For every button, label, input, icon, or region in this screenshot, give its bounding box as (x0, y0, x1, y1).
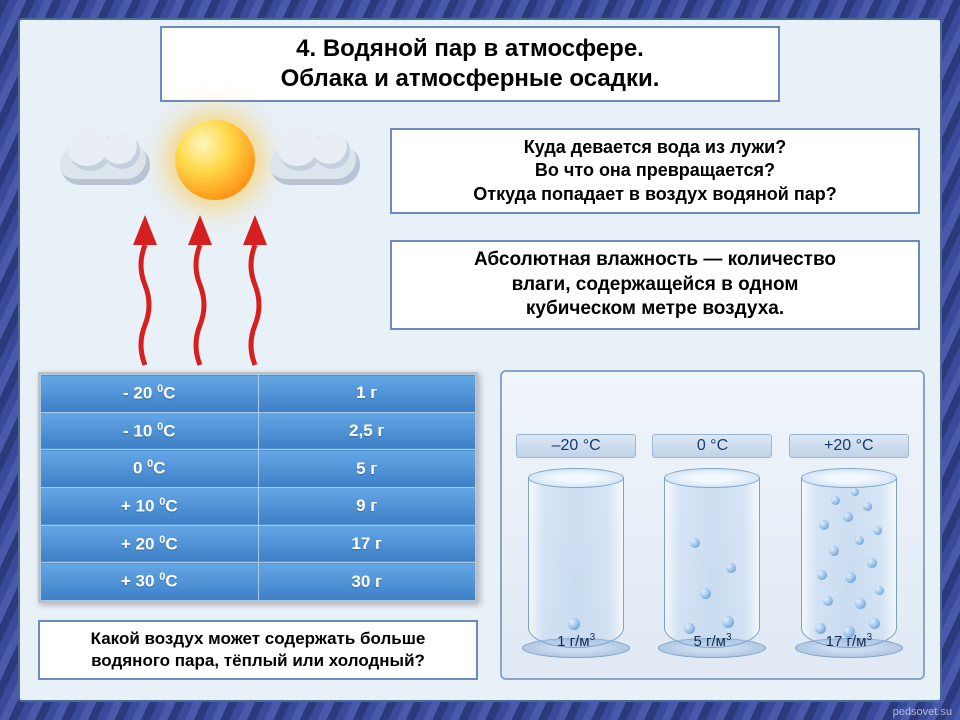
water-bubble-icon (875, 586, 884, 595)
cylinder-temp-label: –20 °C (516, 434, 636, 458)
water-bubble-icon (869, 618, 880, 629)
temp-cell: - 10 0С (41, 412, 259, 450)
cloud-right-icon (270, 145, 360, 185)
temp-cell: + 30 0С (41, 563, 259, 601)
water-bubble-icon (851, 488, 859, 496)
cylinder-icon: 1 г/м3 (528, 468, 624, 648)
humidity-table: - 20 0С1 г- 10 0С2,5 г0 0С5 г+ 10 0С9 г+… (38, 372, 478, 603)
value-cell: 9 г (258, 487, 476, 525)
definition-box: Абсолютная влажность — количество влаги,… (390, 240, 920, 330)
question-box-2: Какой воздух может содержать больше водя… (38, 620, 478, 680)
cylinder-icon: 5 г/м3 (664, 468, 760, 648)
water-bubble-icon (845, 572, 856, 583)
sun-icon (175, 120, 255, 200)
def-l1: Абсолютная влажность — количество (474, 249, 836, 270)
question-box-1: Куда девается вода из лужи? Во что она п… (390, 128, 920, 214)
q1-l1: Куда девается вода из лужи? (524, 137, 786, 157)
cylinder-group: +20 °C 17 г/м3 (789, 434, 909, 648)
q1-l2: Во что она превращается? (535, 160, 775, 180)
water-bubble-icon (831, 496, 840, 505)
slide-frame: 4. Водяной пар в атмосфере. Облака и атм… (18, 18, 942, 702)
cloud-left-icon (60, 145, 150, 185)
value-cell: 5 г (258, 450, 476, 488)
q2-l1: Какой воздух может содержать больше (91, 629, 426, 648)
table-row: + 20 0С17 г (41, 525, 476, 563)
cylinder-temp-label: +20 °C (789, 434, 909, 458)
def-l3: кубическом метре воздуха. (526, 298, 784, 319)
water-bubble-icon (873, 526, 882, 535)
table-row: + 30 0С30 г (41, 563, 476, 601)
value-cell: 17 г (258, 525, 476, 563)
table-row: + 10 0С9 г (41, 487, 476, 525)
title-line1: 4. Водяной пар в атмосфере. (296, 35, 644, 62)
cylinder-group: –20 °C 1 г/м3 (516, 434, 636, 648)
value-cell: 1 г (258, 375, 476, 413)
water-bubble-icon (843, 512, 853, 522)
title-line2: Облака и атмосферные осадки. (281, 65, 660, 92)
evaporation-arrows-icon (115, 205, 285, 375)
table-row: - 10 0С2,5 г (41, 412, 476, 450)
def-l2: влаги, содержащейся в одном (512, 274, 799, 295)
water-bubble-icon (823, 596, 833, 606)
slide-title: 4. Водяной пар в атмосфере. Облака и атм… (160, 26, 780, 102)
q2-l2: водяного пара, тёплый или холодный? (91, 651, 425, 670)
water-bubble-icon (855, 536, 864, 545)
table-row: 0 0С5 г (41, 450, 476, 488)
cylinder-value-label: 17 г/м3 (801, 632, 897, 650)
cylinders-panel: –20 °C 1 г/м3 0 °C 5 г/м3 +20 °C 17 г/м3 (500, 370, 925, 680)
q1-l3: Откуда попадает в воздух водяной пар? (473, 184, 836, 204)
value-cell: 30 г (258, 563, 476, 601)
temp-cell: + 20 0С (41, 525, 259, 563)
water-bubble-icon (863, 502, 872, 511)
temp-cell: + 10 0С (41, 487, 259, 525)
value-cell: 2,5 г (258, 412, 476, 450)
table-row: - 20 0С1 г (41, 375, 476, 413)
temp-cell: - 20 0С (41, 375, 259, 413)
cylinder-value-label: 5 г/м3 (664, 632, 760, 650)
water-bubble-icon (855, 598, 866, 609)
cylinder-temp-label: 0 °C (652, 434, 772, 458)
cylinder-icon: 17 г/м3 (801, 468, 897, 648)
watermark: pedsovet.su (893, 706, 952, 718)
water-bubble-icon (817, 570, 827, 580)
water-bubble-icon (867, 558, 877, 568)
cylinder-group: 0 °C 5 г/м3 (652, 434, 772, 648)
cylinder-value-label: 1 г/м3 (528, 632, 624, 650)
temp-cell: 0 0С (41, 450, 259, 488)
water-bubble-icon (829, 546, 839, 556)
water-bubble-icon (819, 520, 829, 530)
